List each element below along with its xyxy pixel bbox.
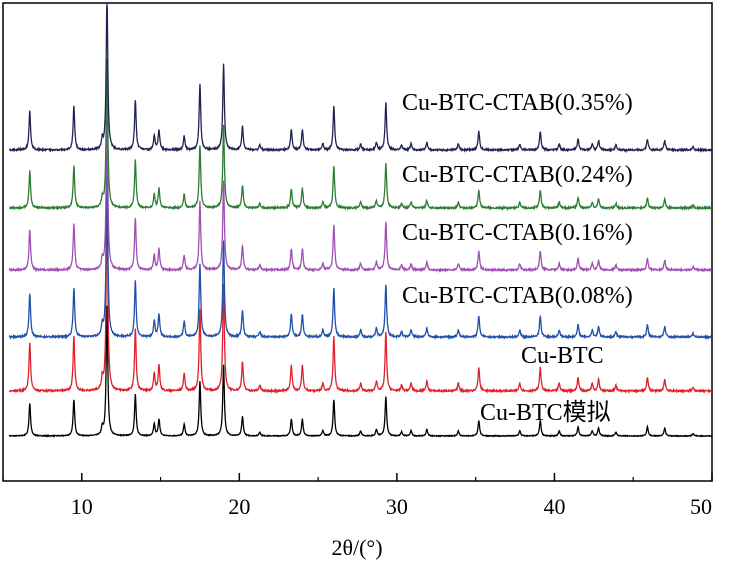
series-layer: Cu-BTC模拟 Cu-BTC Cu-BTC-CTAB(0.08%) Cu-BTC-C… <box>8 3 713 438</box>
series-label-1: Cu-BTC <box>521 343 604 369</box>
series-line-0 <box>8 305 713 438</box>
series-label-0: Cu-BTC模拟 <box>480 399 611 426</box>
x-tick-label-1: 20 <box>228 494 250 519</box>
x-tick-label-2: 30 <box>386 494 408 519</box>
x-axis-title: 2θ/(°) <box>331 535 382 560</box>
series-label-5: Cu-BTC-CTAB(0.35%) <box>402 90 633 116</box>
x-axis: 10 20 30 40 50 <box>2 473 713 519</box>
x-tick-label-3: 40 <box>543 494 565 519</box>
series-line-1 <box>8 196 713 395</box>
x-tick-label-0: 10 <box>71 494 93 519</box>
series-label-3: Cu-BTC-CTAB(0.16%) <box>402 220 633 246</box>
plot-frame <box>2 2 713 482</box>
x-tick-label-4: 50 <box>690 494 712 519</box>
series-label-2: Cu-BTC-CTAB(0.08%) <box>402 283 633 309</box>
series-label-4: Cu-BTC-CTAB(0.24%) <box>402 162 633 188</box>
series-line-3 <box>8 106 712 274</box>
series-line-5 <box>8 3 713 154</box>
series-line-2 <box>8 161 713 340</box>
series-line-4 <box>9 58 713 212</box>
